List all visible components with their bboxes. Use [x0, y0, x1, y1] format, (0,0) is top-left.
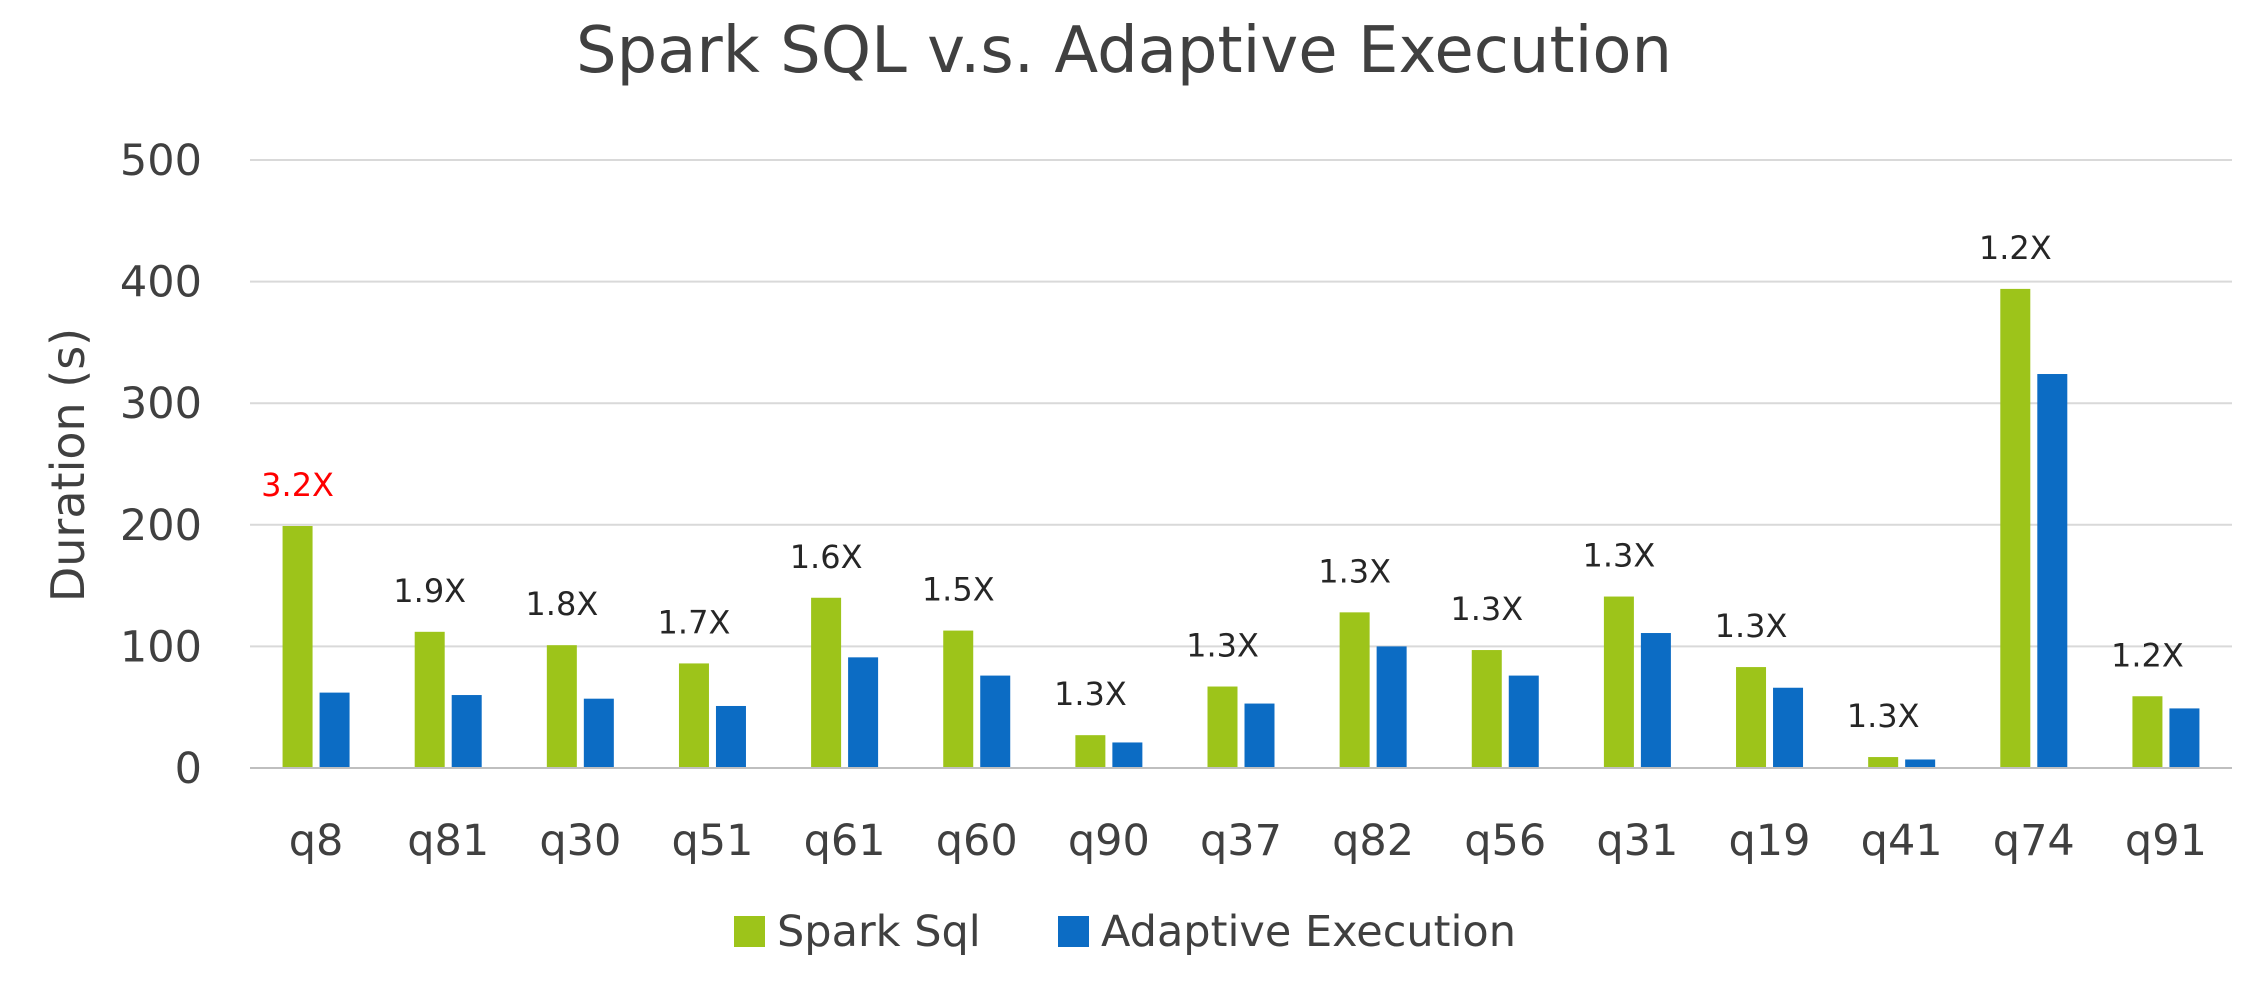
bar-adaptive-execution-q8	[319, 692, 350, 768]
bar-adaptive-execution-q61	[848, 657, 879, 768]
bar-adaptive-execution-q37	[1244, 703, 1275, 768]
x-tick-label: q30	[539, 816, 621, 866]
data-labels-layer: 3.2X 1.9X 1.8X 1.7X 1.6X 1.5X 1.3X 1.3X 1.3X 1.3X…	[261, 229, 2184, 735]
bar-spark-sql-q90	[1075, 735, 1106, 768]
bar-spark-sql-q8	[282, 526, 313, 768]
bar-spark-sql-q60	[943, 630, 974, 768]
x-axis: q8 q81 q30 q51 q61 q60 q90 q37 q82 q56 q31 q19 q41 q7…	[250, 767, 2232, 866]
bar-spark-sql-q30	[546, 645, 577, 768]
bar-adaptive-execution-q56	[1508, 675, 1539, 768]
data-label-q74: 1.2X	[1979, 229, 2052, 267]
data-label-q51: 1.7X	[658, 603, 731, 641]
x-tick-label: q51	[671, 816, 753, 866]
bar-spark-sql-q81	[414, 631, 445, 768]
bar-spark-sql-q31	[1603, 596, 1634, 768]
y-tick-label: 0	[175, 744, 202, 794]
data-label-q60: 1.5X	[922, 571, 995, 609]
x-tick-label: q56	[1464, 816, 1546, 866]
bar-adaptive-execution-q74	[2037, 374, 2068, 768]
x-tick-label: q81	[407, 816, 489, 866]
bar-spark-sql-q82	[1339, 612, 1370, 768]
data-label-q91: 1.2X	[2111, 636, 2184, 674]
x-tick-label: q41	[1861, 816, 1943, 866]
bar-spark-sql-q91	[2132, 696, 2163, 768]
data-label-q37: 1.3X	[1186, 627, 1259, 665]
bar-adaptive-execution-q82	[1376, 646, 1407, 768]
legend-swatch-adaptive-execution	[1058, 916, 1089, 947]
y-axis-label: Duration (s)	[41, 328, 95, 602]
x-tick-label: q91	[2125, 816, 2207, 866]
x-tick-label: q82	[1332, 816, 1414, 866]
bar-adaptive-execution-q30	[583, 698, 614, 768]
y-tick-label: 400	[120, 258, 202, 308]
bar-spark-sql-q37	[1207, 686, 1238, 768]
bar-adaptive-execution-q81	[451, 695, 482, 768]
data-label-q8: 3.2X	[261, 466, 334, 504]
x-tick-label: q60	[936, 816, 1018, 866]
data-label-q19: 1.3X	[1715, 607, 1788, 645]
x-tick-label: q31	[1596, 816, 1678, 866]
bar-adaptive-execution-q90	[1112, 742, 1143, 768]
y-tick-label: 100	[120, 622, 202, 672]
x-tick-label: q90	[1068, 816, 1150, 866]
x-tick-label: q8	[289, 816, 344, 866]
y-tick-label: 200	[120, 501, 202, 551]
x-tick-label: q74	[1993, 816, 2075, 866]
bars-layer	[282, 288, 2200, 768]
bar-spark-sql-q51	[678, 663, 709, 768]
y-tick-label: 300	[120, 379, 202, 429]
bar-spark-sql-q19	[1736, 667, 1767, 768]
data-label-q41: 1.3X	[1847, 697, 1920, 735]
bar-adaptive-execution-q19	[1773, 687, 1804, 768]
legend-swatch-spark-sql	[734, 916, 765, 947]
bar-adaptive-execution-q91	[2169, 708, 2200, 768]
bar-spark-sql-q61	[811, 597, 842, 768]
legend-label-adaptive-execution: Adaptive Execution	[1101, 907, 1516, 957]
data-label-q56: 1.3X	[1450, 590, 1523, 628]
x-tick-label: q61	[804, 816, 886, 866]
data-label-q61: 1.6X	[790, 538, 863, 576]
x-tick-label: q19	[1729, 816, 1811, 866]
bar-adaptive-execution-q60	[980, 675, 1011, 768]
bar-spark-sql-q56	[1471, 650, 1502, 768]
data-label-q30: 1.8X	[525, 585, 598, 623]
bar-adaptive-execution-q31	[1640, 633, 1671, 768]
bar-spark-sql-q74	[2000, 288, 2031, 768]
data-label-q81: 1.9X	[393, 572, 466, 610]
bar-adaptive-execution-q41	[1905, 759, 1936, 768]
data-label-q90: 1.3X	[1054, 675, 1127, 713]
bar-spark-sql-q41	[1868, 757, 1899, 768]
bar-adaptive-execution-q51	[715, 705, 746, 768]
y-tick-label: 500	[120, 136, 202, 186]
legend: Spark Sql Adaptive Execution	[734, 907, 1516, 957]
x-tick-label: q37	[1200, 816, 1282, 866]
legend-label-spark-sql: Spark Sql	[777, 907, 981, 957]
data-label-q82: 1.3X	[1318, 552, 1391, 590]
chart-title: Spark SQL v.s. Adaptive Execution	[576, 14, 1672, 88]
grid-layer: 0 100 200 300 400 500	[120, 136, 2232, 794]
data-label-q31: 1.3X	[1582, 537, 1655, 575]
